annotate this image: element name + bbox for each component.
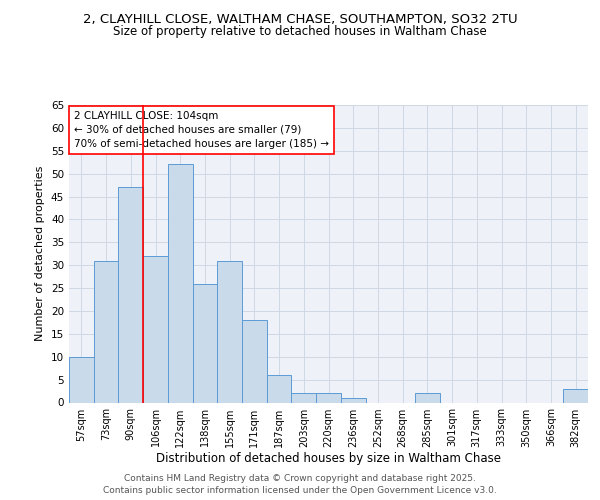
Text: 2, CLAYHILL CLOSE, WALTHAM CHASE, SOUTHAMPTON, SO32 2TU: 2, CLAYHILL CLOSE, WALTHAM CHASE, SOUTHA… — [83, 12, 517, 26]
Bar — [118, 188, 143, 402]
Bar — [168, 164, 193, 402]
Bar — [415, 394, 440, 402]
Bar — [267, 375, 292, 402]
Bar — [143, 256, 168, 402]
Y-axis label: Number of detached properties: Number of detached properties — [35, 166, 46, 342]
Bar — [217, 260, 242, 402]
Bar — [242, 320, 267, 402]
Bar — [292, 394, 316, 402]
Bar — [94, 260, 118, 402]
Bar — [69, 356, 94, 403]
Text: Contains HM Land Registry data © Crown copyright and database right 2025.
Contai: Contains HM Land Registry data © Crown c… — [103, 474, 497, 495]
Text: 2 CLAYHILL CLOSE: 104sqm
← 30% of detached houses are smaller (79)
70% of semi-d: 2 CLAYHILL CLOSE: 104sqm ← 30% of detach… — [74, 111, 329, 149]
Bar — [341, 398, 365, 402]
Bar — [193, 284, 217, 403]
Text: Size of property relative to detached houses in Waltham Chase: Size of property relative to detached ho… — [113, 25, 487, 38]
Bar — [316, 394, 341, 402]
Bar — [563, 389, 588, 402]
X-axis label: Distribution of detached houses by size in Waltham Chase: Distribution of detached houses by size … — [156, 452, 501, 466]
